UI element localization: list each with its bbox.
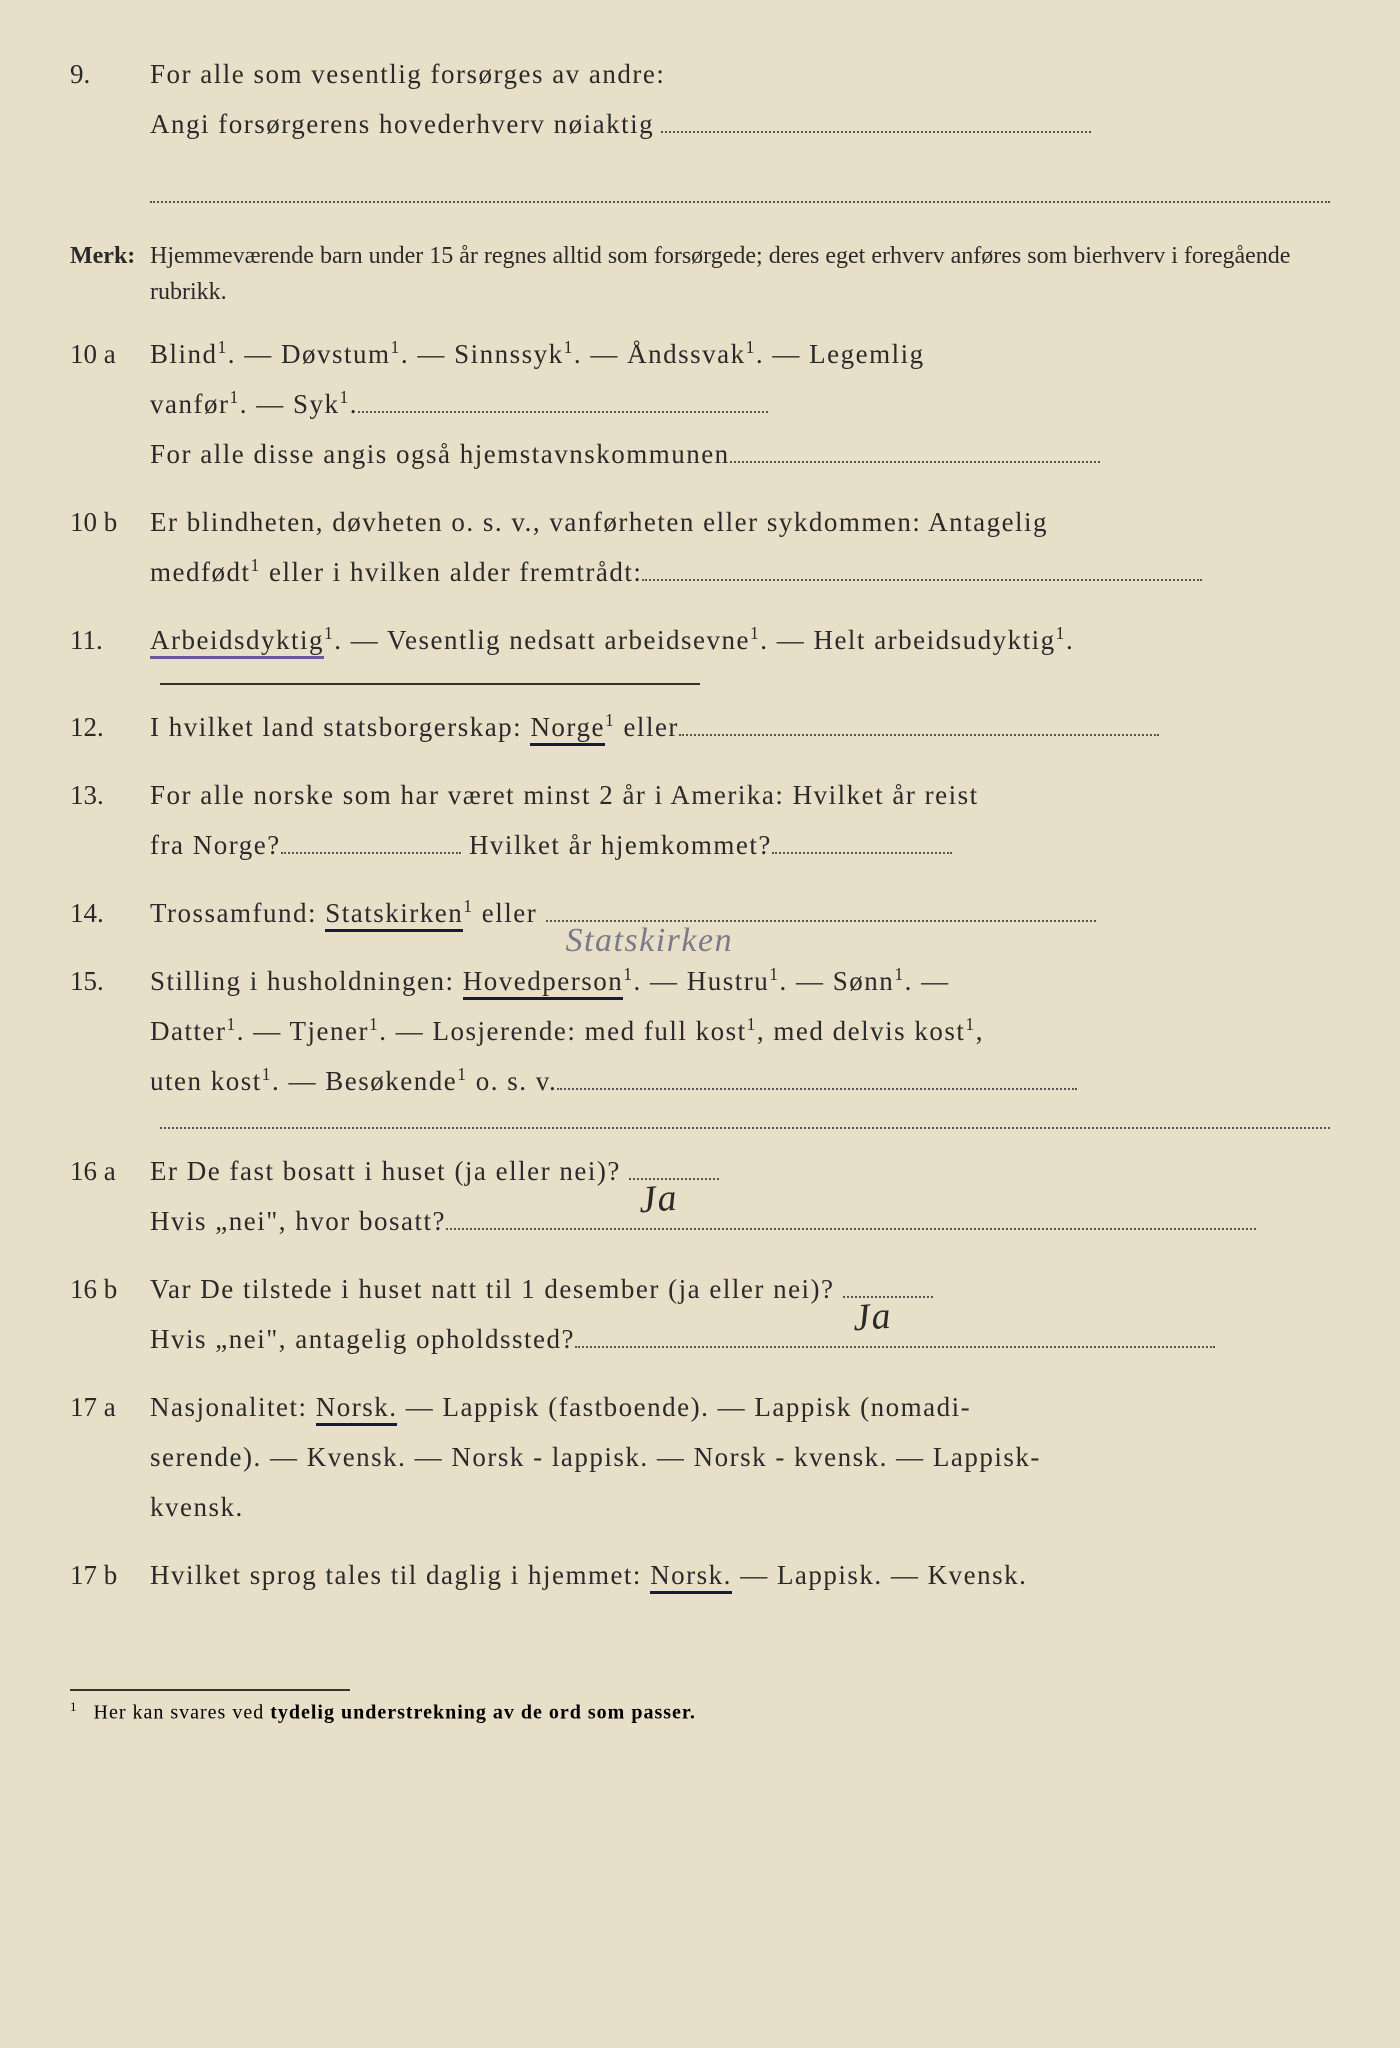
q17b-number: 17 b: [70, 1551, 150, 1601]
q12-number: 12.: [70, 703, 150, 753]
q15-body: Stilling i husholdningen: Hovedperson1. …: [150, 957, 1330, 1107]
q10a-blind: Blind: [150, 339, 218, 369]
q10b-blank[interactable]: [642, 579, 1202, 581]
q13-number: 13.: [70, 771, 150, 871]
q16b-blank2[interactable]: [575, 1346, 1215, 1348]
q11-number: 11.: [70, 616, 150, 666]
q10b-number: 10 b: [70, 498, 150, 598]
q12-norge: Norge: [530, 712, 605, 746]
q15-number: 15.: [70, 957, 150, 1107]
q17b-norsk: Norsk.: [650, 1560, 732, 1594]
q14-blank[interactable]: Statskirken: [546, 920, 1096, 922]
question-16a: 16 a Er De fast bosatt i huset (ja eller…: [70, 1147, 1330, 1247]
q9-blank[interactable]: [661, 131, 1091, 133]
q9-body: For alle som vesentlig forsørges av andr…: [150, 50, 1330, 220]
footnote-num: 1: [70, 1699, 78, 1714]
q16a-number: 16 a: [70, 1147, 150, 1247]
q9-blank2[interactable]: [150, 174, 1330, 203]
q17a-body: Nasjonalitet: Norsk. — Lappisk (fastboen…: [150, 1383, 1330, 1533]
q16a-handwritten: Ja: [637, 1163, 681, 1236]
q14-number: 14.: [70, 889, 150, 939]
q11-body: Arbeidsdyktig1. — Vesentlig nedsatt arbe…: [150, 616, 1330, 666]
separator-1: [160, 683, 700, 685]
question-15: 15. Stilling i husholdningen: Hovedperso…: [70, 957, 1330, 1107]
q10a-number: 10 a: [70, 330, 150, 480]
q16b-handwritten: Ja: [850, 1281, 894, 1354]
question-11: 11. Arbeidsdyktig1. — Vesentlig nedsatt …: [70, 616, 1330, 666]
q16a-blank[interactable]: Ja: [629, 1178, 719, 1180]
q10a-line3: For alle disse angis også hjemstavnskomm…: [150, 439, 730, 469]
footnote-bold: tydelig understrekning av de ord som pas…: [270, 1701, 696, 1723]
q16a-blank2[interactable]: [446, 1228, 1256, 1230]
q12-body: I hvilket land statsborgerskap: Norge1 e…: [150, 703, 1330, 753]
q11-arbeidsdyktig: Arbeidsdyktig: [150, 625, 324, 659]
footnote-rule: [70, 1689, 350, 1691]
q16b-blank[interactable]: Ja: [843, 1296, 933, 1298]
q16a-body: Er De fast bosatt i huset (ja eller nei)…: [150, 1147, 1330, 1247]
census-form-page: 9. For alle som vesentlig forsørges av a…: [0, 0, 1400, 1659]
question-14: 14. Trossamfund: Statskirken1 eller Stat…: [70, 889, 1330, 939]
question-10b: 10 b Er blindheten, døvheten o. s. v., v…: [70, 498, 1330, 598]
q17b-body: Hvilket sprog tales til daglig i hjemmet…: [150, 1551, 1330, 1601]
q10a-blank[interactable]: [358, 411, 768, 413]
question-9: 9. For alle som vesentlig forsørges av a…: [70, 50, 1330, 220]
question-17b: 17 b Hvilket sprog tales til daglig i hj…: [70, 1551, 1330, 1601]
q9-line1: For alle som vesentlig forsørges av andr…: [150, 59, 665, 89]
question-13: 13. For alle norske som har været minst …: [70, 771, 1330, 871]
merk-text: Hjemmeværende barn under 15 år regnes al…: [150, 238, 1330, 310]
q10a-blank2[interactable]: [730, 461, 1100, 463]
question-17a: 17 a Nasjonalitet: Norsk. — Lappisk (fas…: [70, 1383, 1330, 1533]
q15-blank[interactable]: [557, 1088, 1077, 1090]
note-merk: Merk: Hjemmeværende barn under 15 år reg…: [70, 238, 1330, 310]
q12-blank[interactable]: [679, 734, 1159, 736]
q16b-number: 16 b: [70, 1265, 150, 1365]
q13-blank2[interactable]: [772, 852, 952, 854]
q17a-number: 17 a: [70, 1383, 150, 1533]
q9-line2: Angi forsørgerens hovederhverv nøiaktig: [150, 109, 654, 139]
merk-label: Merk:: [70, 238, 150, 310]
q13-body: For alle norske som har været minst 2 år…: [150, 771, 1330, 871]
footnote: 1 Her kan svares ved tydelig understrekn…: [0, 1699, 1400, 1725]
separator-2: [160, 1125, 1330, 1129]
q14-statskirken: Statskirken: [325, 898, 463, 932]
q16b-body: Var De tilstede i huset natt til 1 desem…: [150, 1265, 1330, 1365]
q10a-body: Blind1. — Døvstum1. — Sinnssyk1. — Åndss…: [150, 330, 1330, 480]
q14-body: Trossamfund: Statskirken1 eller Statskir…: [150, 889, 1330, 939]
question-16b: 16 b Var De tilstede i huset natt til 1 …: [70, 1265, 1330, 1365]
question-12: 12. I hvilket land statsborgerskap: Norg…: [70, 703, 1330, 753]
q14-handwritten: Statskirken: [566, 910, 734, 973]
footnote-text: Her kan svares ved: [94, 1701, 271, 1723]
q13-blank1[interactable]: [281, 852, 461, 854]
question-10a: 10 a Blind1. — Døvstum1. — Sinnssyk1. — …: [70, 330, 1330, 480]
q10b-body: Er blindheten, døvheten o. s. v., vanfør…: [150, 498, 1330, 598]
q17a-norsk: Norsk.: [316, 1392, 398, 1426]
q9-number: 9.: [70, 50, 150, 220]
